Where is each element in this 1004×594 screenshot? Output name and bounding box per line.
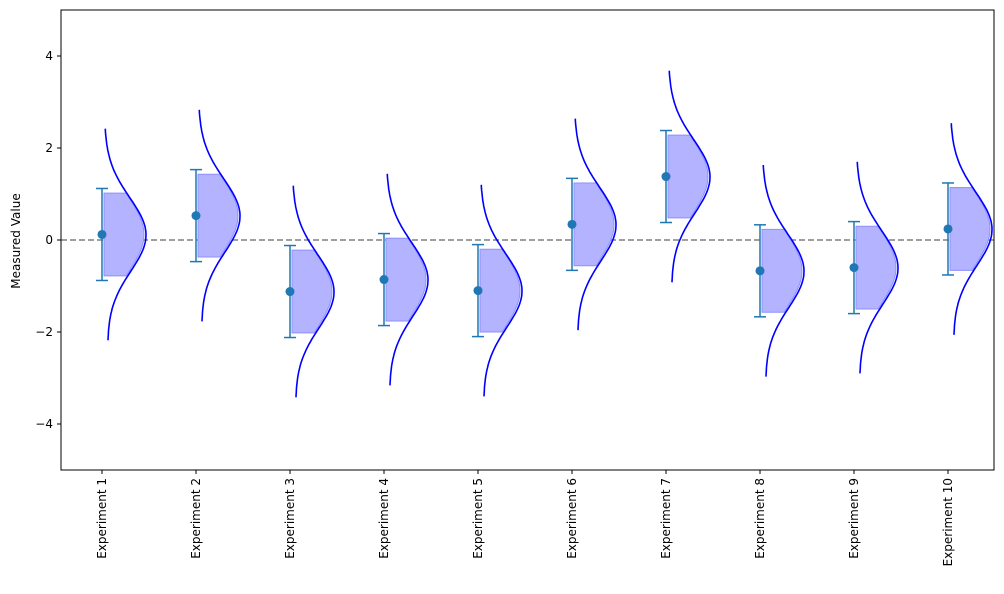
y-axis: −4 −2 0 2 4: [35, 49, 61, 431]
distribution-band: [761, 228, 803, 313]
mean-point: [755, 266, 765, 276]
y-tick-label: −2: [35, 325, 53, 339]
distribution-band: [385, 237, 427, 322]
x-tick-label: Experiment 4: [377, 478, 391, 559]
mean-point: [567, 219, 577, 229]
distribution-band: [949, 187, 991, 271]
x-tick-label: Experiment 2: [189, 478, 203, 559]
distribution-band: [855, 225, 897, 310]
distribution-curve: [198, 109, 241, 322]
distribution-curve: [480, 184, 523, 397]
y-axis-label: Measured Value: [9, 193, 23, 288]
y-tick-label: 4: [45, 49, 53, 63]
distribution-band: [667, 134, 709, 219]
x-tick-label: Experiment 9: [847, 478, 861, 559]
x-tick-label: Experiment 3: [283, 478, 297, 559]
distribution-curve: [386, 173, 429, 386]
mean-point: [661, 172, 671, 182]
distribution-band: [197, 173, 239, 258]
x-tick-label: Experiment 10: [941, 478, 955, 566]
mean-point: [191, 211, 201, 221]
distribution-band: [291, 249, 333, 334]
distribution-curve: [668, 70, 711, 283]
distribution-curve: [574, 118, 617, 331]
x-tick-label: Experiment 8: [753, 478, 767, 559]
y-tick-label: 2: [45, 141, 53, 155]
distribution-band: [573, 182, 615, 267]
distribution-curve: [950, 123, 993, 335]
mean-point: [379, 275, 389, 285]
distribution-band: [479, 248, 521, 333]
x-tick-label: Experiment 5: [471, 478, 485, 559]
mean-point: [285, 287, 295, 297]
plot-area: [61, 70, 994, 398]
mean-point: [473, 286, 483, 296]
y-tick-label: −4: [35, 417, 53, 431]
distribution-band: [103, 192, 145, 277]
x-tick-label: Experiment 1: [95, 478, 109, 559]
distribution-curve: [856, 161, 899, 374]
mean-point: [849, 263, 859, 273]
distribution-curve: [292, 185, 335, 398]
x-axis: Experiment 1 Experiment 2 Experiment 3 Expe…: [95, 470, 955, 566]
mean-point: [97, 229, 107, 239]
distribution-curve: [104, 128, 147, 341]
mean-point: [943, 224, 953, 234]
y-tick-label: 0: [45, 233, 53, 247]
x-tick-label: Experiment 7: [659, 478, 673, 559]
x-tick-label: Experiment 6: [565, 478, 579, 559]
distribution-curve: [762, 164, 805, 377]
